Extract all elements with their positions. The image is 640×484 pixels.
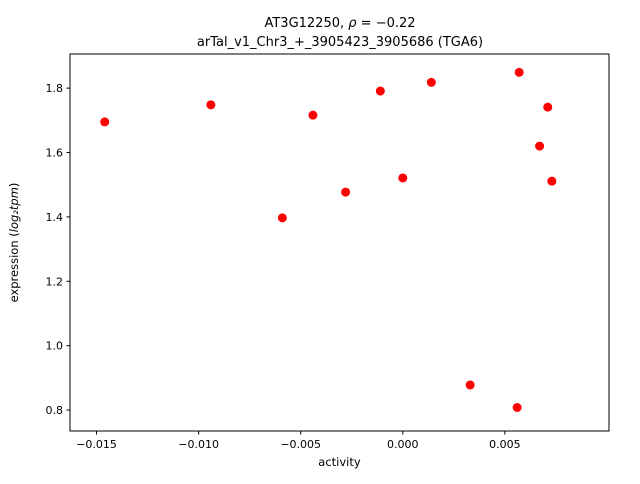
chart-title-rho-symbol: ρ — [348, 16, 357, 31]
x-tick-label: −0.005 — [280, 438, 321, 451]
data-point — [465, 380, 475, 390]
data-point — [206, 100, 216, 110]
y-tick-label: 1.2 — [46, 275, 64, 288]
y-axis-label-suffix: ) — [7, 183, 21, 188]
data-point — [514, 67, 524, 77]
x-tick-label: 0.000 — [387, 438, 419, 451]
y-tick-label: 1.0 — [46, 340, 64, 353]
chart-title-gene: AT3G12250, — [264, 16, 348, 31]
y-tick-label: 1.4 — [46, 211, 64, 224]
data-point — [100, 117, 110, 127]
x-tick-label: −0.010 — [178, 438, 219, 451]
data-point — [547, 176, 557, 186]
data-point — [535, 141, 545, 151]
data-point — [375, 86, 385, 96]
data-points — [100, 67, 557, 412]
y-axis-label-prefix: expression ( — [7, 232, 21, 302]
chart-title-line1: AT3G12250, ρ = −0.22 — [264, 16, 415, 31]
x-axis-label: activity — [318, 455, 361, 469]
axis-ticks: −0.015 −0.010 −0.005 0.000 0.005 0.8 1.0 1.2 1.4… — [46, 82, 521, 451]
y-tick-label: 1.6 — [46, 147, 64, 160]
data-point — [277, 213, 287, 223]
data-point — [341, 187, 351, 197]
y-tick-label: 0.8 — [46, 404, 64, 417]
y-axis-label-math: log₂tpm — [7, 187, 21, 232]
data-point — [398, 173, 408, 183]
data-point — [512, 402, 522, 412]
chart-title-rho-value: = −0.22 — [357, 16, 416, 31]
data-point — [308, 110, 318, 120]
y-axis-label: expression (log₂tpm) — [7, 183, 21, 303]
x-tick-label: −0.015 — [76, 438, 117, 451]
x-tick-label: 0.005 — [489, 438, 521, 451]
data-point — [426, 77, 436, 87]
chart-title-line2: arTal_v1_Chr3_+_3905423_3905686 (TGA6) — [197, 35, 483, 50]
plot-area — [69, 53, 610, 432]
data-point — [543, 102, 553, 112]
y-tick-label: 1.8 — [46, 82, 64, 95]
